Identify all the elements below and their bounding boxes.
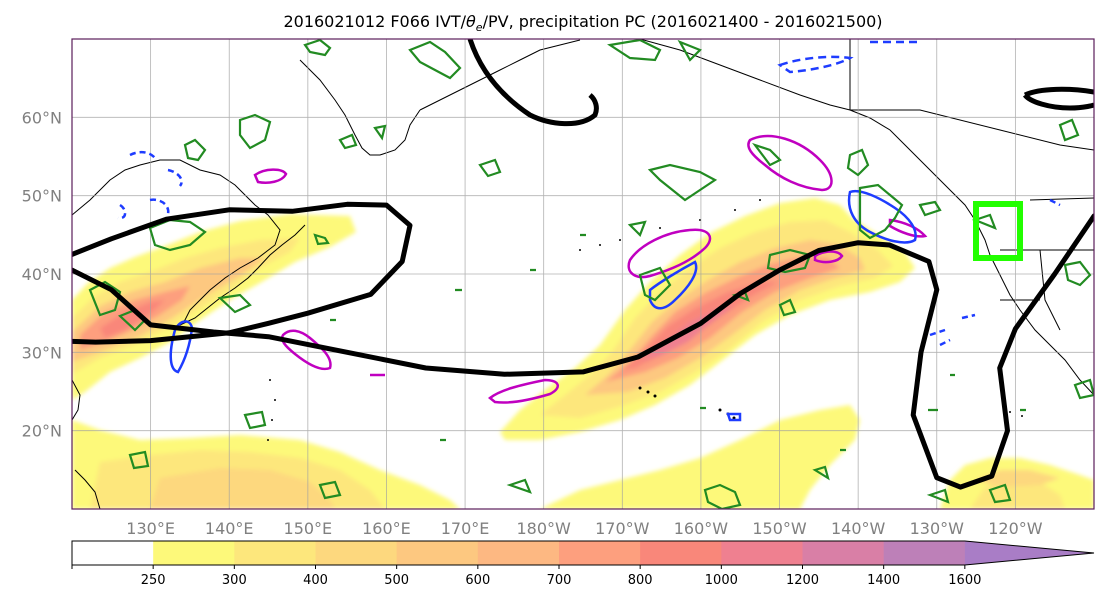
lon-tick-label: 140°W <box>831 519 886 538</box>
pv-contours <box>88 39 1094 509</box>
colorbar-tick-label: 800 <box>628 573 653 588</box>
lat-tick-label: 30°N <box>22 343 62 362</box>
theta-e-contour <box>72 201 1094 490</box>
colorbar-tick-label: 1600 <box>948 573 981 588</box>
pc-negative-12 <box>1049 198 1061 207</box>
colorbar-tick-label: 700 <box>547 573 572 588</box>
lat-tick-label: 40°N <box>22 265 62 284</box>
map-frame <box>71 38 1095 510</box>
colorbar-segment <box>640 541 722 565</box>
lon-tick-label: 180°W <box>517 519 572 538</box>
pc-negative-10 <box>929 313 976 347</box>
pc-negative-7 <box>117 203 127 220</box>
lon-tick-label: 140°E <box>205 519 254 538</box>
pc-positive-contours <box>253 134 928 404</box>
pc-negative-6 <box>149 198 170 215</box>
theta-e-contour-northeast-2 <box>1022 93 1094 111</box>
pc-negative-contours <box>117 40 1061 422</box>
map-panel <box>71 38 1095 510</box>
colorbar-segment <box>802 541 885 565</box>
pc-negative-9 <box>169 320 194 374</box>
gridlines <box>72 39 1094 509</box>
colorbar-segment <box>72 541 154 565</box>
lat-tick-label: 50°N <box>22 187 62 206</box>
lon-tick-label: 160°E <box>362 519 411 538</box>
colorbar-segment <box>396 541 479 565</box>
pc-negative-5 <box>167 168 183 187</box>
chart-title: 2016021012 F066 IVT/θe/PV, precipitation… <box>283 12 882 34</box>
pc-positive-2 <box>627 228 712 279</box>
pc-negative-1 <box>847 189 917 244</box>
lat-tick-label: 20°N <box>22 422 62 441</box>
target-box <box>973 201 1023 261</box>
pc-positive-1 <box>747 134 833 192</box>
pc-positive-4 <box>487 378 559 404</box>
lon-tick-label: 150°E <box>284 519 333 538</box>
colorbar-segment <box>721 541 803 565</box>
pc-negative-4 <box>129 150 156 159</box>
colorbar-tick-label: 1400 <box>867 573 900 588</box>
colorbar: 250 300 400 500 600 700 800 1000 1200 1400 1600 <box>71 540 1095 588</box>
colorbar-extend-arrow <box>964 541 1094 565</box>
colorbar-segment <box>559 541 641 565</box>
colorbar-segment <box>477 541 560 565</box>
pc-positive-6 <box>813 250 844 264</box>
colorbar-tick-label: 300 <box>222 573 247 588</box>
pc-negative-2 <box>777 55 854 74</box>
colorbar-segment <box>315 541 398 565</box>
lon-tick-label: 170°W <box>595 519 650 538</box>
lon-tick-label: 130°E <box>126 519 175 538</box>
theta-e-contour-northeast <box>1023 86 1094 98</box>
lon-tick-label: 150°W <box>752 519 807 538</box>
pc-positive-7 <box>888 218 928 238</box>
longitude-tick-labels: 130°E 140°E 150°E 160°E 170°E 180°W 170°W 160°W… <box>126 519 1042 538</box>
colorbar-tick-label: 1000 <box>705 573 738 588</box>
colorbar-tick-label: 1200 <box>786 573 819 588</box>
pc-positive-5 <box>253 168 288 184</box>
lon-tick-label: 120°W <box>988 519 1043 538</box>
lon-tick-label: 130°W <box>910 519 965 538</box>
colorbar-segment <box>234 541 316 565</box>
lon-tick-label: 160°W <box>674 519 729 538</box>
lon-tick-label: 170°E <box>441 519 490 538</box>
colorbar-tick-label: 400 <box>303 573 328 588</box>
colorbar-segment <box>883 541 966 565</box>
pc-positive-3 <box>280 329 332 371</box>
colorbar-outline <box>71 540 1095 566</box>
lat-tick-label: 60°N <box>22 108 62 127</box>
latitude-tick-labels: 20°N 30°N 40°N 50°N 60°N <box>22 108 62 440</box>
colorbar-segment <box>153 541 235 565</box>
pc-negative-8 <box>648 260 698 310</box>
colorbar-tick-label: 600 <box>465 573 490 588</box>
colorbar-tick-label: 250 <box>141 573 166 588</box>
theta-e-contour-north <box>467 39 599 127</box>
pc-negative-11 <box>726 412 742 422</box>
colorbar-tick-label: 500 <box>384 573 409 588</box>
